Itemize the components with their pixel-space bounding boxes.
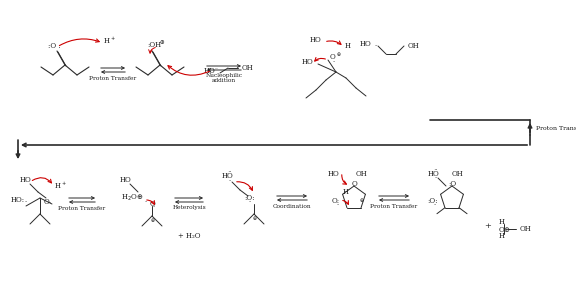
Text: ··: ·· — [24, 200, 28, 205]
Text: ··: ·· — [332, 59, 336, 65]
Text: + H₂O: + H₂O — [178, 232, 200, 240]
Text: $\oplus$: $\oplus$ — [159, 38, 165, 46]
Text: :O:: :O: — [428, 197, 438, 205]
Text: ··: ·· — [433, 202, 437, 207]
Text: O$\oplus$: O$\oplus$ — [498, 224, 510, 234]
Text: OH: OH — [356, 170, 368, 178]
Text: ··: ·· — [374, 44, 378, 49]
Text: :O: :O — [448, 180, 456, 188]
Text: Proton Transfer: Proton Transfer — [58, 205, 105, 210]
Text: $\oplus$: $\oplus$ — [359, 196, 365, 204]
Text: OH: OH — [408, 42, 420, 50]
Text: :O:: :O: — [245, 194, 255, 202]
Text: Nucleophilic
addition: Nucleophilic addition — [206, 73, 242, 83]
Text: H: H — [499, 232, 505, 240]
Text: ··: ·· — [228, 178, 232, 184]
Text: O:: O: — [332, 197, 340, 205]
Text: H: H — [499, 218, 505, 226]
Text: ··: ·· — [434, 176, 438, 181]
Text: ··: ·· — [152, 205, 156, 210]
Text: HO: HO — [204, 67, 216, 75]
Text: $\oplus$: $\oplus$ — [336, 50, 342, 58]
Text: HÖ: HÖ — [222, 172, 234, 180]
Text: HO: HO — [328, 170, 340, 178]
Text: OH: OH — [520, 225, 532, 233]
Text: O: O — [329, 53, 335, 61]
Text: Heterolysis: Heterolysis — [172, 205, 206, 210]
Text: O: O — [351, 180, 357, 188]
Text: HO: HO — [360, 40, 372, 48]
Text: H: H — [343, 188, 349, 196]
Text: :O :: :O : — [48, 42, 60, 50]
Text: Coordination: Coordination — [272, 204, 311, 208]
Text: HO: HO — [20, 176, 32, 184]
Text: HO: HO — [120, 176, 132, 184]
Text: ··: ·· — [214, 67, 218, 72]
Text: Proton Transfer: Proton Transfer — [89, 75, 137, 81]
Text: ··: ·· — [48, 200, 52, 205]
Text: HÖ: HÖ — [428, 170, 440, 178]
Text: ··: ·· — [248, 200, 252, 205]
Text: HO: HO — [310, 36, 322, 44]
Text: H: H — [345, 42, 351, 50]
Text: $\oplus$: $\oplus$ — [252, 214, 258, 222]
Text: $\oplus$: $\oplus$ — [150, 216, 156, 224]
Text: ··: ·· — [336, 202, 340, 207]
Text: ··: ·· — [144, 200, 148, 205]
Text: :OH: :OH — [147, 41, 161, 49]
Text: Proton Transfer: Proton Transfer — [536, 126, 576, 131]
Text: O: O — [149, 200, 155, 208]
Text: O: O — [43, 198, 49, 206]
Text: HO:: HO: — [11, 196, 25, 204]
Text: H$_2$O$\oplus$: H$_2$O$\oplus$ — [121, 193, 143, 203]
Text: Proton Transfer: Proton Transfer — [370, 204, 418, 208]
Text: HO: HO — [302, 58, 314, 66]
Text: OH: OH — [242, 64, 254, 72]
Text: H$^+$: H$^+$ — [103, 36, 115, 46]
Text: OH: OH — [452, 170, 464, 178]
Text: +: + — [484, 222, 491, 230]
Text: H$^+$: H$^+$ — [54, 181, 66, 191]
